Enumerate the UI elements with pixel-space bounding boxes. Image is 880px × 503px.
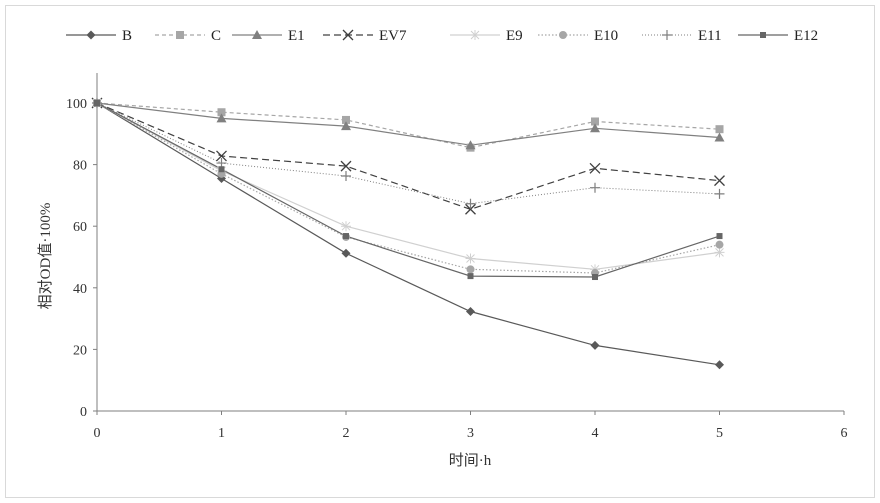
- series-line-e9: [97, 103, 720, 269]
- data-point-e12: [219, 166, 225, 172]
- legend-label: EV7: [379, 28, 407, 44]
- legend-swatch-marker: [662, 30, 672, 40]
- axes: 0123456020406080100: [66, 73, 848, 441]
- legend-label: B: [122, 28, 132, 44]
- legend-swatch-marker: [760, 32, 766, 38]
- legend-item-c: C: [155, 28, 221, 44]
- y-tick-label: 100: [66, 97, 87, 112]
- data-point-e9: [715, 247, 725, 257]
- data-point-b: [342, 249, 351, 258]
- data-point-e9: [466, 254, 476, 264]
- x-tick-label: 1: [218, 426, 225, 441]
- legend-item-ev7: EV7: [323, 28, 407, 44]
- data-point-e10: [467, 265, 475, 273]
- series-markers: [92, 98, 725, 369]
- series-line-c: [97, 103, 720, 148]
- data-point-e11: [341, 171, 351, 181]
- y-tick-label: 60: [73, 220, 87, 235]
- data-point-b: [591, 341, 600, 350]
- x-tick-label: 4: [592, 426, 599, 441]
- legend-swatch-marker: [176, 31, 184, 39]
- legend-item-e1: E1: [232, 28, 305, 44]
- series-line-e10: [97, 103, 720, 273]
- data-point-e11: [590, 183, 600, 193]
- y-tick-label: 0: [80, 405, 87, 420]
- data-point-e11: [715, 189, 725, 199]
- data-point-e12: [717, 233, 723, 239]
- data-point-e10: [716, 241, 724, 249]
- data-point-b: [466, 307, 475, 316]
- x-tick-label: 3: [467, 426, 474, 441]
- legend-item-b: B: [66, 28, 132, 44]
- legend: B C E1 EV7 E9 E10 E11 E12: [66, 28, 818, 44]
- legend-label: E9: [506, 28, 523, 44]
- data-point-ev7: [590, 163, 600, 173]
- legend-swatch-marker: [470, 30, 480, 40]
- legend-swatch-marker: [87, 31, 96, 40]
- data-point-e12: [468, 273, 474, 279]
- legend-label: E12: [794, 28, 818, 44]
- x-tick-label: 6: [841, 426, 848, 441]
- data-point-e9: [341, 221, 351, 231]
- legend-label: E11: [698, 28, 722, 44]
- series-lines: [97, 103, 720, 365]
- x-tick-label: 0: [94, 426, 101, 441]
- y-axis-label: 相对OD值·100%: [37, 203, 54, 310]
- legend-swatch-marker: [559, 31, 567, 39]
- y-tick-label: 80: [73, 159, 87, 174]
- data-point-e11: [466, 199, 476, 209]
- data-point-b: [715, 360, 724, 369]
- legend-label: C: [211, 28, 221, 44]
- x-axis-label: 时间·h: [449, 452, 492, 469]
- legend-item-e11: E11: [642, 28, 722, 44]
- legend-label: E10: [594, 28, 618, 44]
- y-tick-label: 40: [73, 282, 87, 297]
- legend-item-e9: E9: [450, 28, 523, 44]
- legend-label: E1: [288, 28, 305, 44]
- legend-item-e10: E10: [538, 28, 618, 44]
- y-tick-label: 20: [73, 343, 87, 358]
- data-point-c: [716, 125, 724, 133]
- x-tick-label: 2: [343, 426, 350, 441]
- data-point-e12: [343, 233, 349, 239]
- x-tick-label: 5: [716, 426, 723, 441]
- data-point-e12: [592, 274, 598, 280]
- data-point-e12: [94, 100, 100, 106]
- legend-item-e12: E12: [738, 28, 818, 44]
- series-line-ev7: [97, 103, 720, 209]
